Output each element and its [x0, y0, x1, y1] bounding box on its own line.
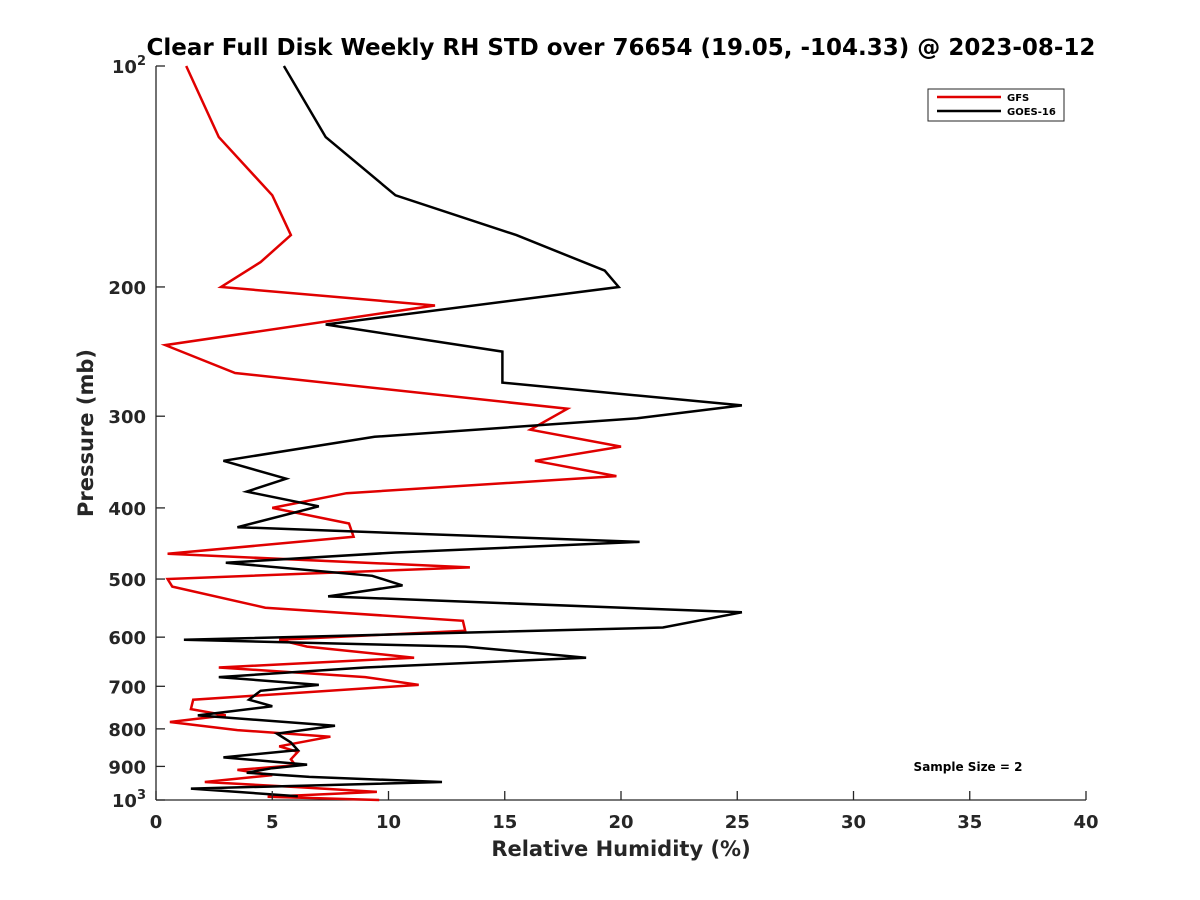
y-tick-label: 600	[108, 628, 146, 649]
sample-size-annotation: Sample Size = 2	[914, 760, 1023, 774]
x-tick-label: 30	[841, 812, 866, 833]
x-tick-label: 35	[957, 812, 982, 833]
x-axis-label: Relative Humidity (%)	[491, 837, 750, 861]
x-tick-label: 5	[266, 812, 279, 833]
series-line-goes16	[183, 65, 743, 798]
x-tick-label: 25	[725, 812, 750, 833]
y-tick-label: 102	[112, 54, 146, 78]
x-tick-label: 15	[492, 812, 517, 833]
legend: GFS GOES-16	[927, 88, 1065, 122]
x-tick-label: 40	[1073, 812, 1098, 833]
x-tick-label: 20	[608, 812, 633, 833]
y-tick-label: 103	[112, 788, 146, 812]
y-tick-label: 300	[108, 407, 146, 428]
x-tick-label: 0	[150, 812, 163, 833]
y-tick-label: 200	[108, 278, 146, 299]
legend-label-gfs: GFS	[1007, 93, 1029, 104]
chart-title: Clear Full Disk Weekly RH STD over 76654…	[147, 35, 1096, 61]
series-layer	[160, 65, 743, 802]
x-tick-label: 10	[376, 812, 401, 833]
series-line-gfs	[160, 65, 622, 802]
y-tick-label: 900	[108, 757, 146, 778]
y-tick-label: 400	[108, 499, 146, 520]
legend-label-goes16: GOES-16	[1007, 107, 1056, 118]
legend-box	[927, 88, 1065, 122]
plot-area: 0 5 10 15 20 25 30 35 40 102 200 300 400 500 600 700 80…	[108, 54, 1098, 833]
y-tick-label: 800	[108, 720, 146, 741]
y-ticks: 102 200 300 400 500 600 700 800 900 103	[108, 54, 165, 812]
x-ticks: 0 5 10 15 20 25 30 35 40	[150, 791, 1099, 833]
y-axis-label: Pressure (mb)	[74, 349, 98, 517]
y-tick-label: 500	[108, 570, 146, 591]
y-tick-label: 700	[108, 677, 146, 698]
